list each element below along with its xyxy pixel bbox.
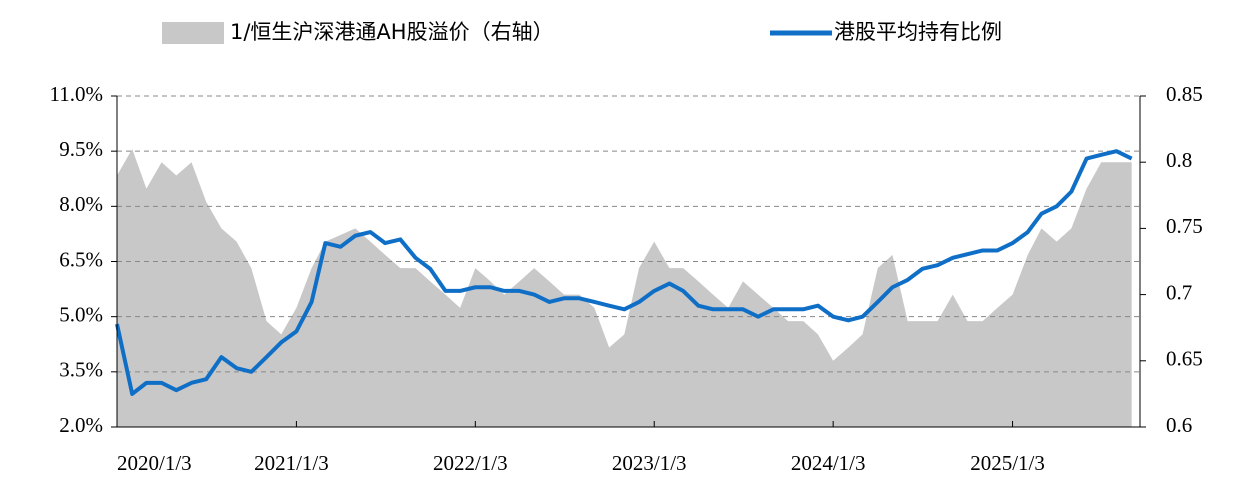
x-tick-label: 2024/1/3 [791, 451, 866, 475]
x-tick-label: 2020/1/3 [117, 451, 192, 475]
y-tick-label: 6.5% [59, 247, 103, 271]
y-tick-label: 3.5% [59, 358, 103, 382]
y-tick-label: 9.5% [59, 137, 103, 161]
legend-swatch [162, 22, 224, 44]
y-tick-label: 5.0% [59, 302, 103, 326]
y2-tick-label: 0.85 [1166, 82, 1203, 106]
y-tick-label: 2.0% [59, 413, 103, 437]
y-tick-label: 8.0% [59, 192, 103, 216]
y-tick-label: 11.0% [50, 82, 103, 106]
legend-label: 港股平均持有比例 [834, 20, 1002, 44]
line [115, 149, 1133, 396]
x-tick-label: 2025/1/3 [970, 451, 1045, 475]
y2-tick-label: 0.7 [1166, 280, 1192, 304]
y2-tick-label: 0.8 [1166, 148, 1192, 172]
x-tick-label: 2021/1/3 [254, 451, 329, 475]
x-tick-label: 2023/1/3 [612, 451, 687, 475]
legend-label: 1/恒生沪深港通AH股溢价（右轴） [230, 20, 554, 44]
y2-tick-label: 0.75 [1166, 214, 1203, 238]
y2-tick-label: 0.6 [1166, 413, 1192, 437]
y2-tick-label: 0.65 [1166, 347, 1203, 371]
x-tick-label: 2022/1/3 [433, 451, 508, 475]
area [117, 148, 1132, 427]
